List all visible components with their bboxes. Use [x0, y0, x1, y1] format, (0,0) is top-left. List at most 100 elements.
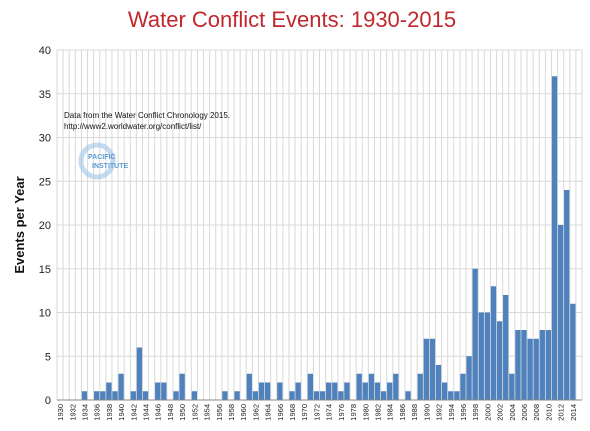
x-tick-label: 1952 [190, 404, 199, 421]
bar-1991 [429, 338, 436, 400]
bar-1963 [258, 382, 265, 400]
bar-1990 [423, 338, 429, 400]
bar-1944 [142, 391, 149, 400]
bar-1934 [81, 391, 88, 400]
x-tick-label: 1932 [68, 404, 77, 421]
bar-1937 [100, 391, 106, 400]
x-tick-label: 1988 [410, 404, 419, 421]
bar-1982 [374, 382, 381, 400]
x-tick-label: 1946 [154, 404, 163, 421]
bar-1979 [356, 373, 362, 400]
bar-2004 [509, 373, 515, 400]
x-tick-label: 1974 [325, 404, 334, 421]
x-tick-label: 2000 [483, 404, 492, 421]
bar-1972 [313, 391, 320, 400]
x-tick-label: 1994 [447, 404, 456, 421]
x-tick-label: 1968 [288, 404, 297, 421]
bar-2000 [484, 312, 491, 400]
x-tick-label: 1964 [264, 404, 273, 421]
x-tick-label: 1962 [251, 404, 260, 421]
bar-2012 [557, 225, 564, 400]
bar-1993 [441, 382, 448, 400]
x-tick-label: 1984 [386, 404, 395, 421]
bar-1950 [179, 373, 185, 400]
y-tick-label: 5 [45, 351, 51, 363]
bar-1961 [246, 373, 252, 400]
x-tick-label: 1980 [361, 404, 370, 421]
x-tick-label: 1978 [349, 404, 358, 421]
x-tick-label: 1934 [80, 404, 89, 421]
bar-1938 [106, 382, 112, 400]
bar-1980 [362, 382, 368, 400]
x-tick-label: 1948 [166, 404, 175, 421]
logo-text-line1: PACIFIC [88, 154, 115, 161]
x-tick-label: 1942 [129, 404, 138, 421]
bar-1977 [344, 382, 350, 400]
bar-1964 [264, 382, 271, 400]
x-tick-label: 2004 [508, 404, 517, 421]
y-tick-label: 30 [39, 133, 51, 145]
x-tick-label: 1936 [93, 404, 102, 421]
logo-circle-icon [78, 142, 116, 180]
x-tick-label: 2006 [520, 404, 529, 421]
chart-title: Water Conflict Events: 1930-2015 [128, 7, 456, 32]
y-tick-label: 0 [45, 395, 51, 407]
bar-2014 [570, 303, 576, 400]
x-tick-label: 2012 [557, 404, 566, 421]
x-tick-label: 1956 [215, 404, 224, 421]
x-tick-label: 1930 [56, 404, 65, 421]
bar-1987 [405, 391, 411, 400]
bar-1999 [478, 312, 484, 400]
bar-1946 [155, 382, 161, 400]
x-tick-label: 2008 [532, 404, 541, 421]
logo-text-line2: INSTITUTE [92, 163, 128, 170]
bar-2011 [551, 76, 558, 400]
x-tick-label: 1970 [300, 404, 309, 421]
bar-1974 [326, 382, 332, 400]
y-tick-label: 25 [39, 176, 51, 188]
y-tick-label: 35 [39, 89, 51, 101]
bar-1969 [295, 382, 301, 400]
y-tick-label: 15 [39, 264, 51, 276]
y-tick-labels: 0 5 10 15 20 25 30 35 40 [39, 45, 51, 407]
bar-1957 [222, 391, 228, 400]
x-tick-labels: 1930 1932 1934 1936 1938 1940 1942 1944 1946 1948… [56, 404, 578, 421]
y-tick-label: 40 [39, 45, 51, 57]
bar-2001 [490, 286, 497, 400]
bar-2009 [539, 330, 545, 400]
bar-1985 [393, 373, 399, 400]
y-tick-label: 10 [39, 308, 51, 320]
y-tick-label: 20 [39, 220, 51, 232]
bar-1936 [94, 391, 100, 400]
x-tick-label: 1992 [435, 404, 444, 421]
x-tick-label: 1950 [178, 404, 187, 421]
x-tick-label: 1976 [337, 404, 346, 421]
pacific-institute-logo: PACIFIC INSTITUTE [78, 142, 128, 180]
bar-1984 [387, 382, 393, 400]
x-tick-label: 2010 [544, 404, 553, 421]
bar-2013 [564, 190, 570, 400]
bar-1976 [338, 391, 344, 400]
bar-1959 [234, 391, 240, 400]
bar-1949 [173, 391, 179, 400]
bar-1947 [161, 382, 167, 400]
bar-1996 [460, 373, 466, 400]
x-tick-label: 1998 [471, 404, 480, 421]
bar-2007 [527, 338, 533, 400]
x-tick-label: 1958 [227, 404, 236, 421]
annotation-url: http://www2.worldwater.org/conflict/list… [64, 122, 202, 131]
bar-2005 [515, 330, 521, 400]
bar-1989 [417, 373, 423, 400]
bar-2006 [521, 330, 527, 400]
bar-1968 [289, 391, 295, 400]
x-tick-label: 1986 [398, 404, 407, 421]
bar-1983 [380, 391, 387, 400]
bar-1973 [319, 391, 326, 400]
bar-1994 [448, 391, 454, 400]
annotation-source: Data from the Water Conflict Chronology … [64, 111, 230, 120]
bar-2008 [533, 338, 539, 400]
x-tick-label: 2002 [496, 404, 505, 421]
x-tick-label: 1940 [117, 404, 126, 421]
x-tick-label: 1990 [422, 404, 431, 421]
